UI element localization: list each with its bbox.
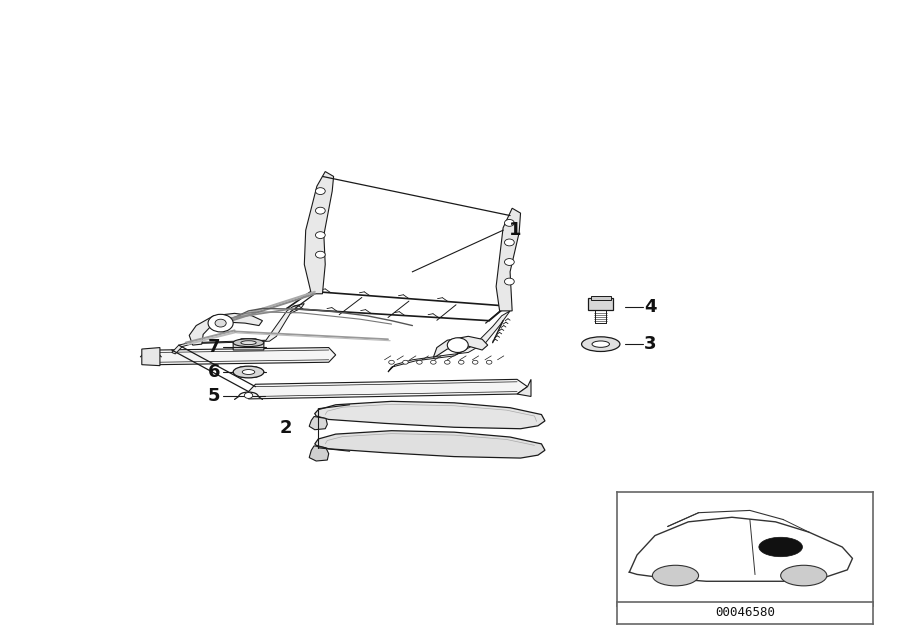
Circle shape — [505, 278, 514, 285]
Polygon shape — [233, 367, 264, 377]
FancyBboxPatch shape — [589, 298, 613, 310]
Polygon shape — [233, 338, 264, 350]
Text: 6: 6 — [208, 363, 220, 381]
Polygon shape — [189, 313, 263, 345]
Text: 7: 7 — [208, 338, 220, 356]
Circle shape — [447, 338, 468, 352]
Ellipse shape — [241, 341, 256, 345]
Circle shape — [316, 251, 325, 258]
Polygon shape — [304, 171, 334, 294]
Circle shape — [316, 188, 325, 194]
Text: 1: 1 — [508, 221, 521, 239]
Circle shape — [389, 360, 394, 364]
Circle shape — [215, 319, 226, 327]
Polygon shape — [248, 379, 527, 399]
Polygon shape — [629, 518, 852, 581]
Ellipse shape — [592, 341, 609, 347]
Ellipse shape — [581, 337, 620, 352]
Text: 5: 5 — [208, 387, 220, 406]
Ellipse shape — [780, 565, 827, 586]
Circle shape — [445, 360, 450, 364]
Circle shape — [208, 314, 233, 332]
Circle shape — [486, 360, 492, 364]
Circle shape — [458, 360, 464, 364]
Circle shape — [316, 207, 325, 214]
Polygon shape — [310, 446, 328, 461]
Ellipse shape — [233, 366, 264, 378]
Text: 4: 4 — [644, 298, 656, 316]
Circle shape — [316, 232, 325, 239]
Polygon shape — [434, 337, 488, 358]
Polygon shape — [496, 208, 520, 311]
Circle shape — [505, 239, 514, 246]
Circle shape — [244, 392, 253, 398]
Polygon shape — [315, 401, 545, 429]
Circle shape — [759, 537, 803, 557]
Text: 00046580: 00046580 — [715, 606, 775, 619]
Polygon shape — [310, 417, 328, 430]
Circle shape — [505, 220, 514, 226]
Polygon shape — [315, 431, 545, 458]
Text: 3: 3 — [644, 335, 656, 353]
Circle shape — [505, 258, 514, 265]
Ellipse shape — [652, 565, 698, 586]
Circle shape — [402, 360, 409, 364]
Polygon shape — [517, 379, 531, 396]
Polygon shape — [388, 311, 510, 372]
Text: 2: 2 — [280, 419, 292, 438]
Ellipse shape — [233, 338, 264, 347]
Circle shape — [417, 360, 422, 364]
Ellipse shape — [242, 370, 255, 375]
Circle shape — [430, 360, 436, 364]
Polygon shape — [172, 304, 304, 354]
Polygon shape — [151, 347, 336, 364]
FancyBboxPatch shape — [591, 297, 610, 300]
Polygon shape — [142, 347, 160, 366]
Circle shape — [472, 360, 478, 364]
